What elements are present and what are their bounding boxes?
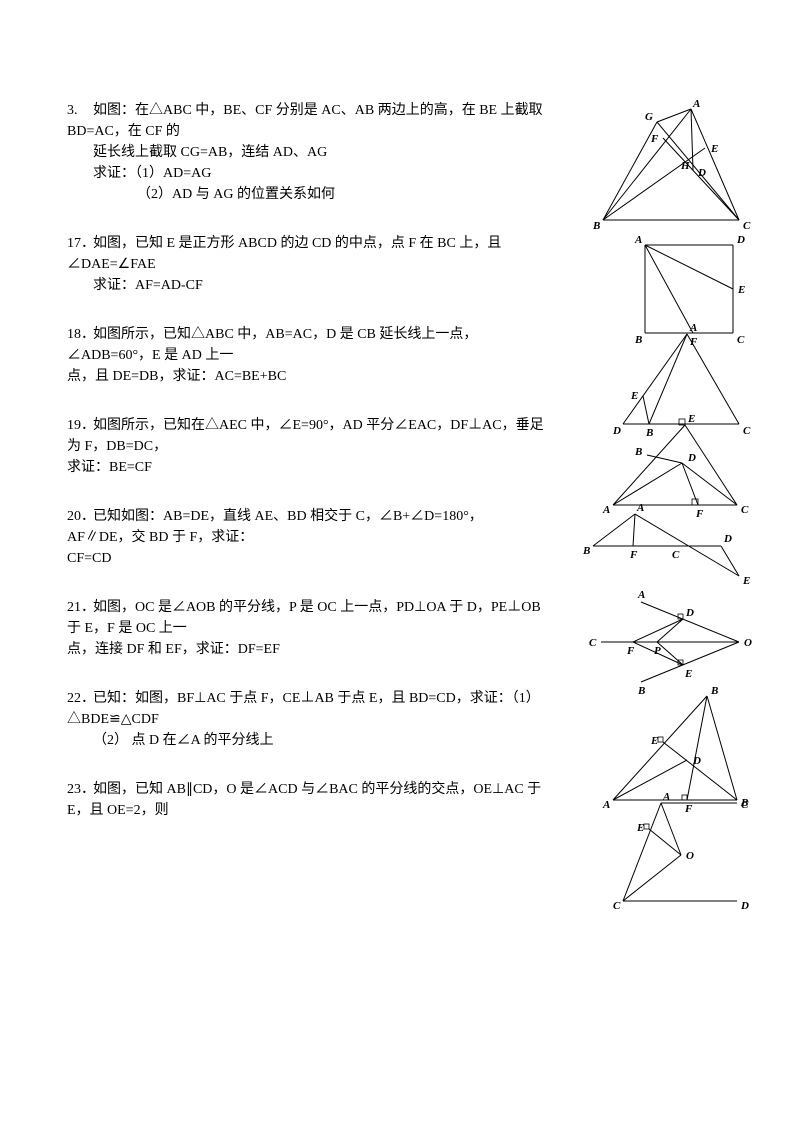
problem-figure: ABCDEO <box>613 793 743 915</box>
problem-line: 23．如图，已知 AB∥CD，O 是∠ACD 与∠BAC 的平分线的交点，OE⊥… <box>67 779 547 821</box>
svg-text:E: E <box>636 822 644 834</box>
svg-text:C: C <box>613 900 621 912</box>
problem: 23．如图，已知 AB∥CD，O 是∠ACD 与∠BAC 的平分线的交点，OE⊥… <box>67 779 733 821</box>
svg-text:E: E <box>710 143 718 155</box>
svg-text:A: A <box>636 502 644 514</box>
problem-text: 20．已知如图：AB=DE，直线 AE、BD 相交于 C，∠B+∠D=180°，… <box>67 506 547 548</box>
problem-line: 21．如图，OC 是∠AOB 的平分线，P 是 OC 上一点，PD⊥OA 于 D… <box>67 597 547 639</box>
svg-text:E: E <box>630 390 638 402</box>
problem-figure: ABFCDE <box>583 506 743 588</box>
svg-text:F: F <box>626 645 635 657</box>
svg-text:D: D <box>685 607 694 619</box>
problem-line: 19．如图所示，已知在△AEC 中，∠E=90°，AD 平分∠EAC，DF⊥AC… <box>67 415 547 457</box>
problem: 19．如图所示，已知在△AEC 中，∠E=90°，AD 平分∠EAC，DF⊥AC… <box>67 415 733 478</box>
problem-number: 23． <box>67 779 93 800</box>
problem-number: 21． <box>67 597 93 618</box>
problem-line: （2） 点 D 在∠A 的平分线上 <box>67 730 547 751</box>
problem-line: 18．如图所示，已知△ABC 中，AB=AC，D 是 CB 延长线上一点，∠AD… <box>67 324 547 366</box>
svg-text:D: D <box>692 755 701 767</box>
problem-number: 3. <box>67 100 93 121</box>
problem-line: 22．已知：如图，BF⊥AC 于点 F，CE⊥AB 于点 E，且 BD=CD，求… <box>67 688 547 730</box>
svg-text:A: A <box>689 322 697 334</box>
problem-line: 17．如图，已知 E 是正方形 ABCD 的边 CD 的中点，点 F 在 BC … <box>67 233 547 275</box>
problem-number: 19． <box>67 415 93 436</box>
svg-text:D: D <box>740 900 749 912</box>
svg-text:B: B <box>740 797 748 809</box>
problem-number: 20． <box>67 506 93 527</box>
svg-text:H: H <box>680 160 690 172</box>
problem-line: 20．已知如图：AB=DE，直线 AE、BD 相交于 C，∠B+∠D=180°，… <box>67 506 547 548</box>
svg-text:E: E <box>737 284 745 296</box>
problem-number: 17． <box>67 233 93 254</box>
svg-text:D: D <box>697 167 706 179</box>
problem-line: 求证：（1）AD=AG <box>67 163 547 184</box>
svg-text:B: B <box>582 545 590 557</box>
svg-text:E: E <box>684 668 692 680</box>
svg-text:D: D <box>687 452 696 464</box>
svg-text:O: O <box>686 850 694 862</box>
svg-text:G: G <box>645 111 653 123</box>
problem-text: 21．如图，OC 是∠AOB 的平分线，P 是 OC 上一点，PD⊥OA 于 D… <box>67 597 547 639</box>
svg-text:C: C <box>672 549 680 561</box>
svg-text:E: E <box>687 413 695 425</box>
svg-text:A: A <box>637 589 645 601</box>
svg-text:A: A <box>662 791 670 803</box>
problem-number: 18． <box>67 324 93 345</box>
problem-text: 17．如图，已知 E 是正方形 ABCD 的边 CD 的中点，点 F 在 BC … <box>67 233 547 296</box>
svg-text:E: E <box>650 735 658 747</box>
problem-line: （2）AD 与 AG 的位置关系如何 <box>67 184 547 205</box>
problem: 17．如图，已知 E 是正方形 ABCD 的边 CD 的中点，点 F 在 BC … <box>67 233 733 296</box>
problem-line: 3.如图：在△ABC 中，BE、CF 分别是 AC、AB 两边上的高，在 BE … <box>67 100 547 142</box>
svg-text:C: C <box>743 220 751 232</box>
svg-text:A: A <box>692 98 700 110</box>
svg-text:E: E <box>742 575 750 587</box>
svg-text:B: B <box>634 446 642 458</box>
svg-text:C: C <box>743 425 751 437</box>
problem: 21．如图，OC 是∠AOB 的平分线，P 是 OC 上一点，PD⊥OA 于 D… <box>67 597 733 660</box>
svg-text:B: B <box>710 685 718 697</box>
svg-text:F: F <box>650 133 659 145</box>
problem: 22．已知：如图，BF⊥AC 于点 F，CE⊥AB 于点 E，且 BD=CD，求… <box>67 688 733 751</box>
svg-text:D: D <box>736 234 745 246</box>
problem-line: 延长线上截取 CG=AB，连结 AD、AG <box>67 142 547 163</box>
problem-text: 22．已知：如图，BF⊥AC 于点 F，CE⊥AB 于点 E，且 BD=CD，求… <box>67 688 547 751</box>
svg-text:A: A <box>634 234 642 246</box>
svg-text:F: F <box>629 549 638 561</box>
problem-line: 求证：AF=AD-CF <box>67 275 547 296</box>
svg-text:P: P <box>654 645 661 657</box>
svg-text:D: D <box>723 533 732 545</box>
problem: 18．如图所示，已知△ABC 中，AB=AC，D 是 CB 延长线上一点，∠AD… <box>67 324 733 387</box>
problem-text: 19．如图所示，已知在△AEC 中，∠E=90°，AD 平分∠EAC，DF⊥AC… <box>67 415 547 457</box>
svg-text:O: O <box>744 637 752 649</box>
problem-number: 22． <box>67 688 93 709</box>
problem-text: 23．如图，已知 AB∥CD，O 是∠ACD 与∠BAC 的平分线的交点，OE⊥… <box>67 779 547 821</box>
problem-figure: ABCGFEDH <box>593 100 743 237</box>
problem-figure: EACBDF <box>603 415 743 517</box>
problem-text: 3.如图：在△ABC 中，BE、CF 分别是 AC、AB 两边上的高，在 BE … <box>67 100 547 205</box>
problem: 3.如图：在△ABC 中，BE、CF 分别是 AC、AB 两边上的高，在 BE … <box>67 100 733 205</box>
svg-text:B: B <box>592 220 600 232</box>
problem-figure: AOBCDEPF <box>593 597 743 694</box>
problem: 20．已知如图：AB=DE，直线 AE、BD 相交于 C，∠B+∠D=180°，… <box>67 506 733 569</box>
svg-text:C: C <box>589 637 597 649</box>
problem-text: 18．如图所示，已知△ABC 中，AB=AC，D 是 CB 延长线上一点，∠AD… <box>67 324 547 366</box>
